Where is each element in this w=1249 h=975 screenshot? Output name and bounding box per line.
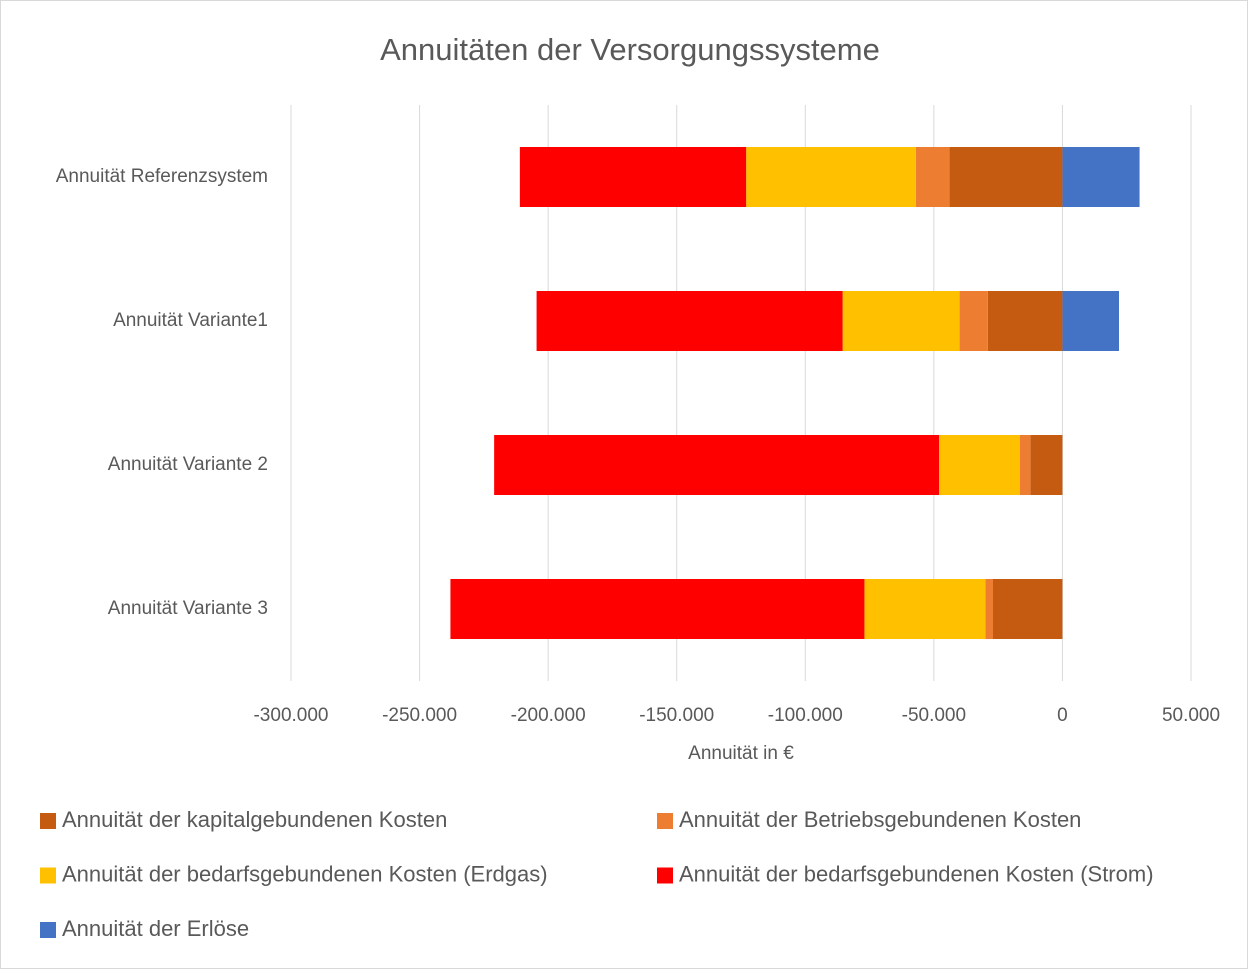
y-tick-label: Annuität Variante 2 (108, 454, 268, 475)
bar-segment (949, 147, 1063, 207)
legend-swatch (40, 813, 56, 829)
bar-segment (915, 147, 950, 207)
bar-segment (494, 435, 939, 495)
x-tick-label: 50.000 (1162, 705, 1220, 726)
bar-segment (987, 291, 1063, 351)
legend-swatch (657, 867, 673, 884)
bar-segment (1062, 291, 1119, 351)
legend-label: Annuität der bedarfsgebundenen Kosten (S… (679, 861, 1154, 886)
bar-segment (993, 579, 1063, 639)
x-tick-label: 0 (1057, 705, 1068, 726)
legend-swatch (40, 867, 56, 884)
x-tick-label: -150.000 (639, 705, 714, 726)
bar-segment (864, 579, 986, 639)
legend-swatch (40, 922, 56, 938)
x-tick-label: -200.000 (511, 705, 586, 726)
x-axis-title: Annuität in € (688, 743, 794, 764)
y-tick-label: Annuität Referenzsystem (56, 166, 268, 187)
bar-segment (450, 579, 865, 639)
x-tick-label: -100.000 (768, 705, 843, 726)
y-tick-label: Annuität Variante1 (113, 310, 268, 331)
legend-label: Annuität der Betriebsgebundenen Kosten (679, 807, 1081, 832)
bar-segment (939, 435, 1020, 495)
legend-label: Annuität der bedarfsgebundenen Kosten (E… (62, 861, 548, 886)
bar-segment (985, 579, 993, 639)
y-tick-label: Annuität Variante 3 (108, 598, 268, 619)
bar-segment (536, 291, 843, 351)
x-tick-label: -250.000 (382, 705, 457, 726)
bar-segment (1030, 435, 1063, 495)
bar-segment (959, 291, 988, 351)
legend-label: Annuität der kapitalgebundenen Kosten (62, 807, 447, 832)
legend-label: Annuität der Erlöse (62, 916, 249, 941)
x-tick-label: -300.000 (253, 705, 328, 726)
bar-segment (842, 291, 960, 351)
bar-segment (519, 147, 747, 207)
x-tick-label: -50.000 (902, 705, 966, 726)
chart-title: Annuitäten der Versorgungssysteme (380, 32, 880, 67)
bar-segment (1062, 147, 1140, 207)
legend-swatch (657, 813, 673, 829)
bar-segment (746, 147, 916, 207)
bar-segment (1020, 435, 1031, 495)
